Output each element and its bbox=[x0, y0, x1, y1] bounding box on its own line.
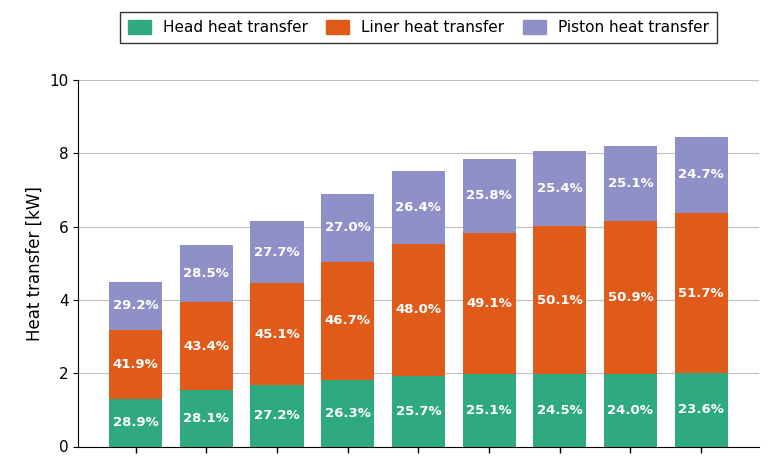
Text: 27.2%: 27.2% bbox=[254, 409, 300, 423]
Bar bbox=[109, 329, 162, 399]
Bar bbox=[675, 213, 727, 373]
Text: 43.4%: 43.4% bbox=[183, 340, 229, 352]
Bar bbox=[109, 282, 162, 329]
Bar bbox=[604, 146, 657, 221]
Text: 50.1%: 50.1% bbox=[537, 294, 583, 307]
Text: 49.1%: 49.1% bbox=[466, 297, 512, 310]
Bar bbox=[462, 233, 515, 374]
Bar bbox=[462, 159, 515, 233]
Bar bbox=[180, 390, 233, 446]
Text: 28.1%: 28.1% bbox=[184, 412, 229, 425]
Bar bbox=[250, 283, 303, 385]
Text: 29.2%: 29.2% bbox=[113, 299, 159, 312]
Text: 25.1%: 25.1% bbox=[608, 177, 653, 190]
Text: 46.7%: 46.7% bbox=[325, 314, 371, 328]
Bar bbox=[675, 137, 727, 213]
Text: 41.9%: 41.9% bbox=[113, 358, 159, 371]
Bar bbox=[321, 194, 375, 262]
Bar bbox=[462, 374, 515, 446]
Text: 27.7%: 27.7% bbox=[254, 246, 300, 259]
Text: 25.8%: 25.8% bbox=[466, 189, 512, 203]
Text: 25.1%: 25.1% bbox=[466, 404, 512, 417]
Text: 26.4%: 26.4% bbox=[396, 201, 441, 214]
Bar bbox=[180, 245, 233, 302]
Text: 45.1%: 45.1% bbox=[254, 328, 300, 341]
Text: 24.5%: 24.5% bbox=[537, 404, 583, 417]
Text: 25.7%: 25.7% bbox=[396, 405, 441, 418]
Bar bbox=[109, 399, 162, 446]
Text: 26.3%: 26.3% bbox=[325, 407, 371, 420]
Text: 24.0%: 24.0% bbox=[608, 404, 654, 417]
Bar bbox=[321, 380, 375, 446]
Text: 51.7%: 51.7% bbox=[678, 287, 724, 300]
Text: 25.4%: 25.4% bbox=[537, 182, 583, 196]
Bar bbox=[250, 221, 303, 283]
Bar bbox=[392, 244, 445, 376]
Bar bbox=[533, 227, 586, 374]
Bar bbox=[675, 373, 727, 446]
Text: 28.5%: 28.5% bbox=[184, 267, 229, 280]
Bar bbox=[180, 302, 233, 390]
Bar bbox=[533, 374, 586, 446]
Y-axis label: Heat transfer [kW]: Heat transfer [kW] bbox=[26, 186, 44, 341]
Bar bbox=[392, 376, 445, 446]
Text: 27.0%: 27.0% bbox=[325, 221, 371, 234]
Bar bbox=[392, 171, 445, 244]
Text: 23.6%: 23.6% bbox=[678, 403, 724, 416]
Bar bbox=[604, 221, 657, 374]
Text: 24.7%: 24.7% bbox=[678, 168, 724, 181]
Bar bbox=[321, 262, 375, 380]
Text: 50.9%: 50.9% bbox=[608, 291, 653, 305]
Bar bbox=[533, 151, 586, 227]
Legend: Head heat transfer, Liner heat transfer, Piston heat transfer: Head heat transfer, Liner heat transfer,… bbox=[120, 12, 716, 43]
Bar bbox=[250, 385, 303, 446]
Bar bbox=[604, 374, 657, 446]
Text: 48.0%: 48.0% bbox=[396, 303, 441, 316]
Text: 28.9%: 28.9% bbox=[113, 416, 159, 429]
